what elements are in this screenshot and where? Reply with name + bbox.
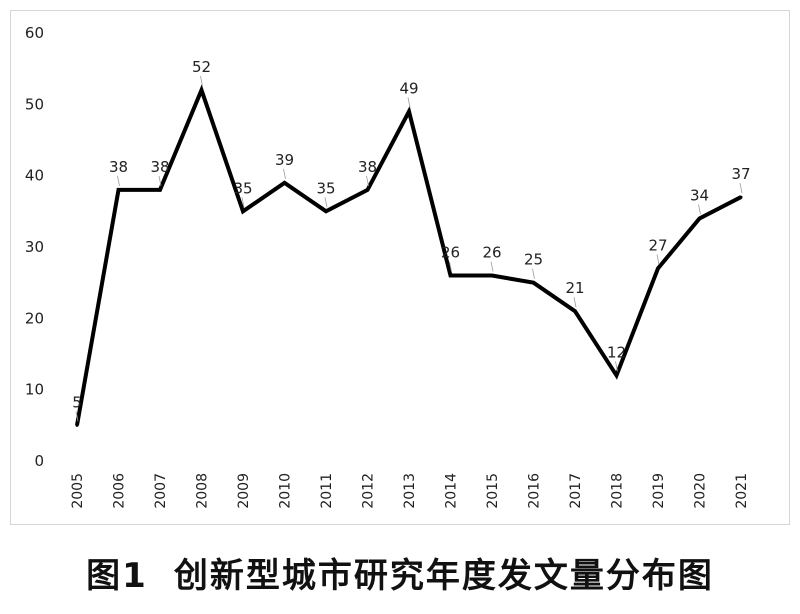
series-line-group [75, 84, 743, 427]
label-leader-line [739, 182, 743, 194]
data-label: 38 [150, 158, 169, 176]
x-tick-label: 2009 [236, 473, 252, 509]
data-label: 21 [565, 279, 584, 297]
figure-number: 图1 [86, 556, 148, 596]
x-tick-label: 2015 [485, 473, 501, 509]
chart-frame: 0 10 20 30 40 50 60 2005 2006 2007 2008 2009 2010 20… [10, 10, 790, 525]
data-label: 27 [648, 236, 667, 254]
data-point [656, 266, 660, 270]
label-leader-line [449, 261, 452, 272]
data-point [324, 209, 328, 213]
data-point [490, 274, 494, 278]
x-tick-label: 2008 [195, 473, 211, 509]
data-label: 26 [441, 244, 460, 262]
figure-caption: 图1 创新型城市研究年度发文量分布图 [0, 548, 800, 597]
data-point [283, 181, 286, 185]
data-point [698, 216, 701, 220]
data-point [532, 281, 535, 285]
figure-title: 创新型城市研究年度发文量分布图 [173, 556, 714, 596]
x-tick-label: 2013 [402, 473, 418, 509]
x-tick-label: 2011 [319, 473, 335, 509]
data-label: 35 [233, 179, 252, 197]
label-leader-line [283, 168, 286, 179]
x-tick-label: 2012 [361, 473, 377, 509]
x-tick-label: 2006 [112, 473, 128, 509]
data-point [407, 109, 411, 113]
data-label: 12 [607, 343, 626, 361]
label-leader-line [656, 254, 660, 265]
x-tick-label: 2014 [444, 473, 460, 509]
label-leader-line [407, 97, 411, 108]
data-label: 38 [358, 158, 377, 176]
data-label: 35 [316, 179, 335, 197]
x-tick-label: 2016 [527, 473, 543, 509]
y-tick-label: 10 [25, 381, 44, 399]
label-leader-line [573, 297, 577, 308]
data-point [449, 274, 452, 278]
label-leader-line [615, 361, 618, 372]
data-point [241, 209, 245, 213]
data-point [573, 309, 577, 313]
label-leader-line [200, 75, 203, 87]
y-tick-label: 30 [25, 238, 44, 256]
x-tick-label: 2020 [693, 473, 709, 509]
data-point [158, 188, 162, 192]
data-point [200, 88, 203, 92]
label-leader-line [490, 261, 494, 272]
x-tick-label: 2019 [651, 473, 667, 509]
data-label: 25 [524, 251, 543, 269]
data-point [739, 195, 743, 199]
data-labels: 5 38 38 52 35 39 35 38 49 26 26 25 21 12 27 34 37 [72, 58, 751, 422]
x-axis-ticks: 2005 2006 2007 2008 2009 2010 2011 2012 2013 2014… [70, 473, 750, 509]
data-label: 49 [399, 79, 418, 97]
y-tick-label: 0 [34, 452, 44, 470]
series-line [75, 84, 742, 426]
label-leader-line [158, 175, 162, 187]
x-tick-label: 2007 [153, 473, 169, 509]
label-leader-line [698, 204, 701, 215]
data-label: 37 [731, 165, 750, 183]
x-tick-label: 2017 [568, 473, 584, 509]
y-tick-label: 50 [25, 95, 44, 113]
y-axis-ticks: 0 10 20 30 40 50 60 [25, 24, 44, 470]
data-point [75, 423, 79, 427]
label-leader-line [532, 268, 535, 279]
y-tick-label: 60 [25, 24, 44, 42]
data-label: 5 [72, 393, 82, 411]
data-label: 38 [109, 158, 128, 176]
data-label: 52 [192, 58, 211, 76]
y-tick-label: 40 [25, 167, 44, 185]
data-point [117, 188, 120, 192]
x-tick-label: 2010 [278, 473, 294, 509]
label-leader-line [366, 175, 369, 187]
data-label: 26 [482, 244, 501, 262]
label-leader-line [75, 411, 79, 422]
label-leader-line [117, 175, 120, 187]
data-point [615, 373, 618, 377]
y-tick-label: 20 [25, 309, 44, 327]
data-point [366, 188, 369, 192]
x-tick-label: 2018 [610, 473, 626, 509]
data-label: 39 [275, 151, 294, 169]
data-label: 34 [690, 186, 709, 204]
label-leader-line [324, 197, 328, 208]
label-leader-line [241, 197, 245, 208]
x-tick-label: 2005 [70, 473, 86, 509]
x-tick-label: 2021 [734, 473, 750, 509]
